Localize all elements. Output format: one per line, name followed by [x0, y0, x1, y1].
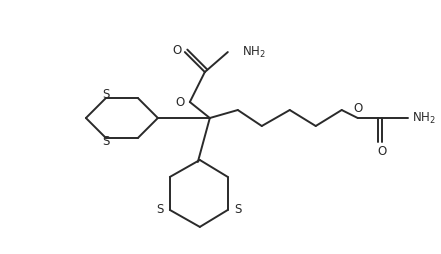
Text: O: O	[175, 96, 184, 108]
Text: O: O	[377, 146, 386, 158]
Text: S: S	[102, 135, 110, 149]
Text: O: O	[353, 102, 363, 115]
Text: S: S	[156, 203, 164, 216]
Text: NH$_2$: NH$_2$	[242, 44, 265, 60]
Text: S: S	[234, 203, 242, 216]
Text: S: S	[102, 88, 110, 101]
Text: NH$_2$: NH$_2$	[411, 110, 435, 125]
Text: O: O	[172, 44, 182, 57]
